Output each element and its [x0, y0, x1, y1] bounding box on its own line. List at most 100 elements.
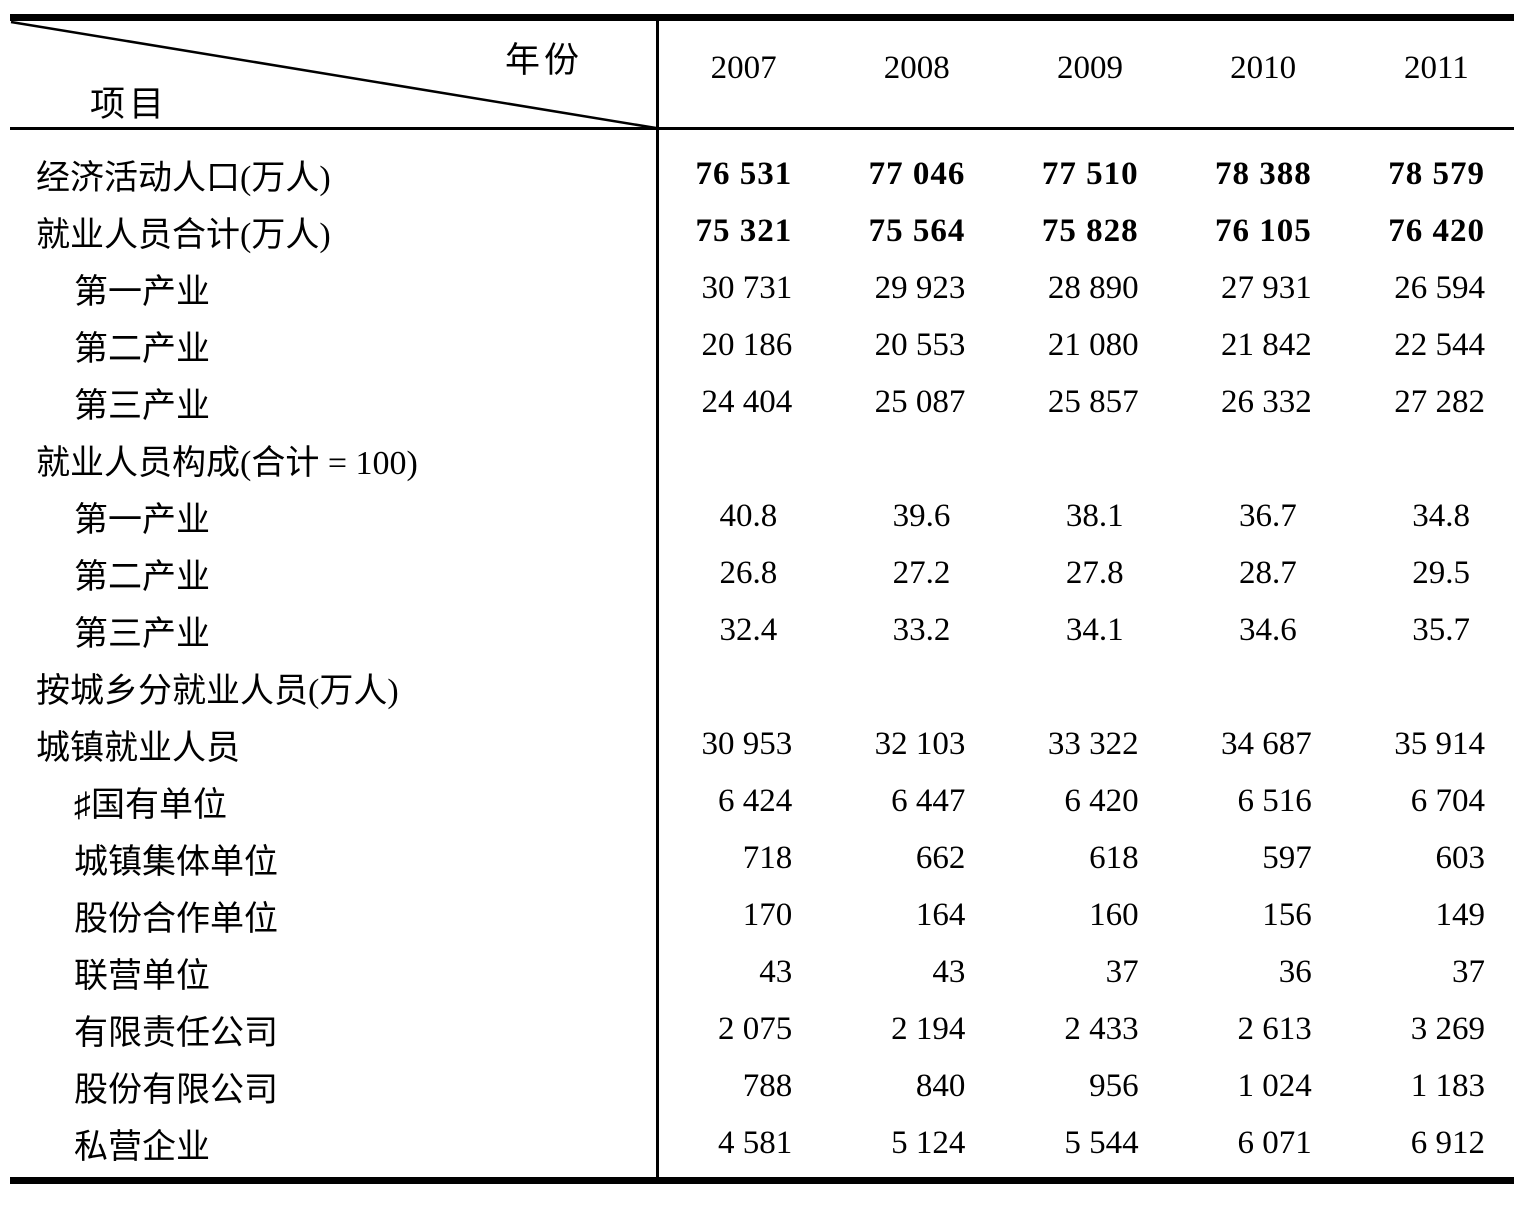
cell-value: 21 080	[1047, 327, 1139, 363]
cell-value: 34.8	[1412, 498, 1470, 534]
table-row: 第二产业 26.8 27.2 27.8 28.7 29.5	[0, 545, 1523, 602]
row-label: 就业人员构成(合计 = 100)	[36, 445, 418, 482]
cell-value: 27 931	[1221, 270, 1312, 306]
cell-value: 1 024	[1237, 1068, 1312, 1104]
cell-value: 788	[742, 1068, 793, 1104]
cell-value: 27.8	[1065, 555, 1124, 591]
cell-value: 26.8	[719, 555, 778, 591]
table-row: 按城乡分就业人员(万人)	[0, 659, 1523, 716]
cell-value: 75 321	[695, 213, 793, 249]
cell-value: 39.6	[892, 498, 951, 534]
year-column-header: 2008	[883, 50, 950, 86]
cell-value: 37	[1451, 954, 1485, 990]
row-label: 第三产业	[74, 616, 210, 653]
cell-value: 618	[1089, 840, 1139, 876]
year-column-header: 2011	[1403, 50, 1469, 86]
cell-value: 34.1	[1065, 612, 1124, 648]
cell-value: 6 420	[1064, 783, 1139, 819]
cell-value: 21 842	[1221, 327, 1312, 363]
cell-value: 76 531	[695, 156, 793, 192]
row-label: 按城乡分就业人员(万人)	[36, 673, 399, 710]
table-body: 经济活动人口(万人) 76 531 77 046 77 510 78 388 78 57…	[0, 146, 1523, 1172]
table-row: 就业人员合计(万人) 75 321 75 564 75 828 76 105 76 42…	[0, 203, 1523, 260]
cell-value: 75 828	[1041, 213, 1139, 249]
cell-value: 2 194	[891, 1011, 966, 1047]
cell-value: 25 857	[1047, 384, 1139, 420]
table-row: 第三产业 32.4 33.2 34.1 34.6 35.7	[0, 602, 1523, 659]
cell-value: 26 594	[1394, 270, 1485, 306]
cell-value: 37	[1105, 954, 1139, 990]
table-row: 第三产业 24 404 25 087 25 857 26 332 27 282	[0, 374, 1523, 431]
cell-value: 22 544	[1394, 327, 1485, 363]
cell-value: 32 103	[874, 726, 966, 762]
item-axis-label: 项目	[90, 85, 169, 124]
row-label: 第一产业	[74, 274, 210, 311]
table-bottom-border	[10, 1177, 1514, 1184]
cell-value: 35 914	[1394, 726, 1485, 762]
cell-value: 36	[1278, 954, 1312, 990]
row-label: 股份合作单位	[74, 901, 278, 938]
cell-value: 32.4	[719, 612, 778, 648]
row-label: 股份有限公司	[74, 1072, 278, 1109]
cell-value: 2 433	[1064, 1011, 1139, 1047]
cell-value: 5 544	[1064, 1125, 1139, 1161]
table-row: 股份有限公司 788 840 956 1 024 1 183	[0, 1058, 1523, 1115]
cell-value: 603	[1435, 840, 1485, 876]
cell-value: 36.7	[1239, 498, 1297, 534]
header-separator-line	[10, 127, 1514, 130]
year-column-header: 2007	[710, 50, 777, 86]
cell-value: 6 912	[1410, 1125, 1485, 1161]
cell-value: 78 579	[1388, 156, 1485, 192]
table-row: 城镇就业人员 30 953 32 103 33 322 34 687 35 914	[0, 716, 1523, 773]
cell-value: 160	[1089, 897, 1139, 933]
cell-value: 6 516	[1237, 783, 1312, 819]
row-label: 城镇就业人员	[36, 730, 240, 767]
year-column-header: 2009	[1056, 50, 1123, 86]
table-top-border	[10, 14, 1514, 21]
cell-value: 30 953	[701, 726, 793, 762]
cell-value: 28.7	[1239, 555, 1297, 591]
table-row: 经济活动人口(万人) 76 531 77 046 77 510 78 388 78 57…	[0, 146, 1523, 203]
table-row: 第一产业 40.8 39.6 38.1 36.7 34.8	[0, 488, 1523, 545]
row-label: 第三产业	[74, 388, 210, 425]
cell-value: 5 124	[891, 1125, 966, 1161]
table-row: 私营企业 4 581 5 124 5 544 6 071 6 912	[0, 1115, 1523, 1172]
row-label: 第二产业	[74, 331, 210, 368]
cell-value: 77 046	[868, 156, 966, 192]
column-divider-line	[656, 17, 659, 1180]
cell-value: 77 510	[1041, 156, 1139, 192]
row-label: ♯国有单位	[74, 787, 227, 824]
row-label: 有限责任公司	[74, 1015, 278, 1052]
cell-value: 38.1	[1065, 498, 1124, 534]
year-column-header: 2010	[1230, 50, 1297, 86]
cell-value: 6 704	[1410, 783, 1485, 819]
cell-value: 27.2	[892, 555, 951, 591]
cell-value: 6 071	[1237, 1125, 1312, 1161]
row-label: 联营单位	[74, 958, 210, 995]
cell-value: 33.2	[892, 612, 951, 648]
table-row: 有限责任公司 2 075 2 194 2 433 2 613 3 269	[0, 1001, 1523, 1058]
row-label: 城镇集体单位	[74, 844, 278, 881]
cell-value: 76 420	[1388, 213, 1485, 249]
cell-value: 35.7	[1412, 612, 1470, 648]
cell-value: 29 923	[874, 270, 966, 306]
table-row: ♯国有单位 6 424 6 447 6 420 6 516 6 704	[0, 773, 1523, 830]
cell-value: 75 564	[868, 213, 966, 249]
cell-value: 956	[1089, 1068, 1139, 1104]
cell-value: 78 388	[1215, 156, 1312, 192]
cell-value: 20 553	[874, 327, 966, 363]
cell-value: 40.8	[719, 498, 778, 534]
cell-value: 149	[1435, 897, 1485, 933]
cell-value: 597	[1262, 840, 1312, 876]
cell-value: 20 186	[701, 327, 793, 363]
cell-value: 170	[742, 897, 793, 933]
cell-value: 662	[915, 840, 966, 876]
cell-value: 25 087	[874, 384, 966, 420]
table-row: 联营单位 43 43 37 36 37	[0, 944, 1523, 1001]
row-label: 就业人员合计(万人)	[36, 217, 331, 254]
cell-value: 4 581	[717, 1125, 793, 1161]
cell-value: 164	[915, 897, 966, 933]
cell-value: 34.6	[1239, 612, 1297, 648]
table-row: 第一产业 30 731 29 923 28 890 27 931 26 594	[0, 260, 1523, 317]
